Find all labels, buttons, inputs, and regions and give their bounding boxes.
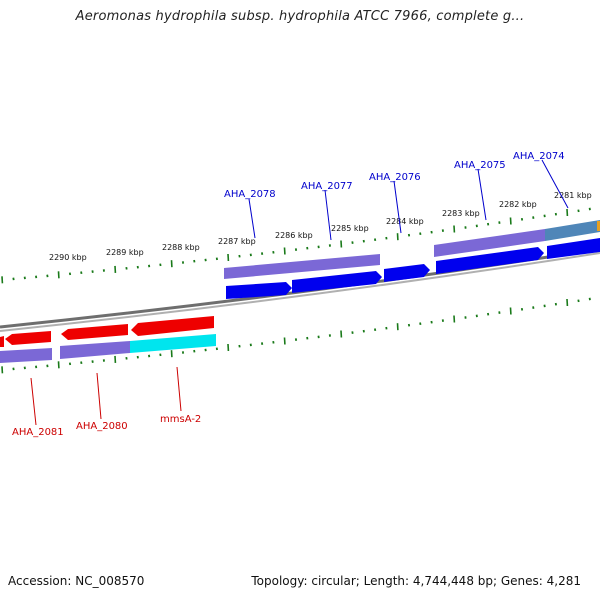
callout-line-AHA_2081 bbox=[30, 377, 37, 426]
gene-AHA_2081-arrow[interactable] bbox=[5, 331, 51, 345]
forward-genes bbox=[226, 238, 600, 299]
gene-AHA_2078-arrow[interactable] bbox=[226, 282, 292, 299]
gene-label-AHA_2074[interactable]: AHA_2074 bbox=[513, 151, 565, 162]
forward-cog-segment[interactable] bbox=[224, 254, 380, 279]
gene-left-partial-arrow[interactable] bbox=[0, 336, 4, 347]
scale-label-2285: 2285 kbp bbox=[331, 224, 369, 233]
scale-label-2283: 2283 kbp bbox=[442, 209, 480, 218]
accession-label: Accession: NC_008570 bbox=[8, 574, 145, 588]
gene-AHA_2075-arrow[interactable] bbox=[436, 247, 544, 274]
callout-line-AHA_2078 bbox=[248, 198, 256, 239]
forward-cog-band bbox=[224, 220, 600, 279]
gene-AHA_2074-arrow[interactable] bbox=[547, 238, 600, 259]
gene-AHA_2077-arrow[interactable] bbox=[292, 271, 382, 293]
topology-summary: Topology: circular; Length: 4,744,448 bp… bbox=[251, 574, 581, 588]
reverse-cog-segment[interactable] bbox=[60, 341, 130, 359]
gene-label-AHA_2078[interactable]: AHA_2078 bbox=[224, 189, 276, 200]
scale-label-2284: 2284 kbp bbox=[386, 217, 424, 226]
scale-label-2288: 2288 kbp bbox=[162, 243, 200, 252]
callout-line-AHA_2080 bbox=[96, 372, 102, 420]
scale-label-2290: 2290 kbp bbox=[49, 253, 87, 262]
gene-AHA_2076-arrow[interactable] bbox=[384, 264, 430, 282]
forward-gene-labels: AHA_2078 AHA_2077 AHA_2076 AHA_2075 AHA_… bbox=[224, 151, 569, 241]
upper-tick-row bbox=[1, 207, 591, 284]
reverse-gene-labels: AHA_2081 AHA_2080 mmsA-2 bbox=[12, 366, 201, 438]
gene-label-AHA_2076[interactable]: AHA_2076 bbox=[369, 172, 421, 183]
callout-line-AHA_2075 bbox=[477, 168, 487, 221]
forward-cog-end-marker bbox=[597, 221, 600, 231]
gene-label-mmsA-2[interactable]: mmsA-2 bbox=[160, 414, 201, 425]
gene-label-AHA_2080[interactable]: AHA_2080 bbox=[76, 421, 128, 432]
gene-label-AHA_2081[interactable]: AHA_2081 bbox=[12, 427, 64, 438]
reverse-cog-segment-cyan[interactable] bbox=[130, 334, 216, 353]
gene-AHA_2080-arrow[interactable] bbox=[61, 324, 128, 340]
map-title: Aeromonas hydrophila subsp. hydrophila A… bbox=[75, 9, 525, 24]
scale-label-2287: 2287 kbp bbox=[218, 237, 256, 246]
backbone-shadow bbox=[0, 252, 600, 332]
callout-line-AHA_2077 bbox=[324, 189, 332, 241]
scale-label-2289: 2289 kbp bbox=[106, 248, 144, 257]
scale-labels: 2290 kbp 2289 kbp 2288 kbp 2287 kbp 2286… bbox=[49, 191, 592, 262]
gene-label-AHA_2075[interactable]: AHA_2075 bbox=[454, 160, 506, 171]
reverse-cog-band bbox=[0, 334, 216, 363]
reverse-cog-segment[interactable] bbox=[0, 348, 52, 363]
callout-line-AHA_2076 bbox=[393, 180, 402, 234]
callout-line-AHA_2074 bbox=[541, 159, 569, 209]
gene-mmsA-2-arrow[interactable] bbox=[131, 316, 214, 336]
forward-cog-segment-steel[interactable] bbox=[545, 220, 600, 241]
forward-cog-segment[interactable] bbox=[434, 229, 545, 257]
lower-tick-row bbox=[1, 297, 591, 374]
scale-label-2286: 2286 kbp bbox=[275, 231, 313, 240]
callout-line-mmsA-2 bbox=[176, 366, 182, 412]
reverse-genes bbox=[0, 316, 214, 347]
scale-label-2282: 2282 kbp bbox=[499, 200, 537, 209]
scale-label-2281: 2281 kbp bbox=[554, 191, 592, 200]
gene-label-AHA_2077[interactable]: AHA_2077 bbox=[301, 181, 353, 192]
